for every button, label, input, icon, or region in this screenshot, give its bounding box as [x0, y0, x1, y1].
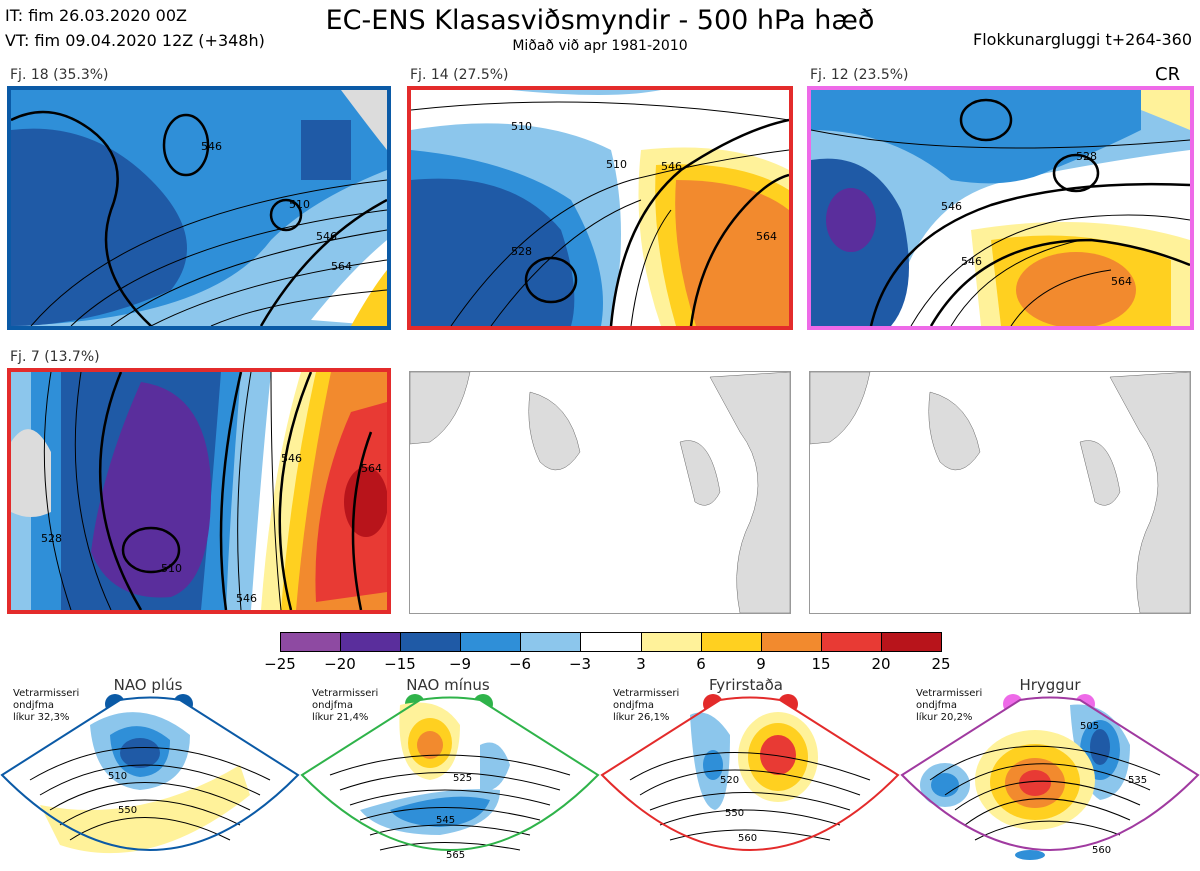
regime-info-2: Vetrarmisseri ondjfma líkur 21,4% [312, 688, 378, 724]
colorbar-tick: 6 [696, 655, 706, 673]
colorbar-tick: −9 [448, 655, 472, 673]
initial-time: IT: fim 26.03.2020 00Z [5, 6, 187, 25]
regime-season: Vetrarmisseri [312, 688, 379, 699]
empty-map-5 [409, 371, 791, 614]
colorbar-tick: −6 [508, 655, 532, 673]
cluster-map-3: 528 546 546 564 [807, 86, 1194, 330]
regime-map-3: 520 550 560 [600, 696, 900, 851]
colorbar-segment [281, 633, 342, 651]
contour-label: 528 [41, 532, 62, 545]
header-info: IT: fim 26.03.2020 00Z VT: fim 09.04.202… [5, 3, 265, 53]
contour-label: 546 [281, 452, 302, 465]
colorbar-segment [881, 633, 942, 651]
regime-map-2: 525 545 565 [300, 696, 600, 861]
regime-contour-label: 510 [108, 771, 127, 782]
colorbar-segment [341, 633, 402, 651]
regime-prob: líkur 20,2% [916, 712, 973, 723]
regime-contour-label: 525 [453, 773, 472, 784]
regime-prob: líkur 32,3% [13, 712, 70, 723]
regime-prob: líkur 26,1% [613, 712, 670, 723]
regime-info-3: Vetrarmisseri ondjfma líkur 26,1% [613, 688, 679, 724]
colorbar-segment [641, 633, 702, 651]
panel-3-label: Fj. 12 (23.5%) [810, 67, 909, 83]
regime-season: Vetrarmisseri [13, 688, 80, 699]
regime-map-1: 510 550 [0, 696, 300, 854]
regime-map-4: 505 535 560 [900, 696, 1200, 860]
regime-desc: ondjfma [613, 700, 654, 711]
contour-label: 510 [511, 120, 532, 133]
colorbar-tick: −3 [568, 655, 592, 673]
colorbar-segment [581, 633, 642, 651]
panel-4-label: Fj. 7 (13.7%) [10, 349, 100, 365]
regime-contour-label: 520 [720, 775, 739, 786]
page-subtitle: Miðað við apr 1981-2010 [512, 38, 688, 54]
cluster-map-4: 528 510 546 564 546 [7, 368, 391, 614]
contour-label: 510 [289, 198, 310, 211]
colorbar-segment [461, 633, 522, 651]
regime-contour-label: 560 [1092, 845, 1111, 856]
regime-contour-label: 560 [738, 833, 757, 844]
colorbar-segment [701, 633, 762, 651]
regime-desc: ondjfma [13, 700, 54, 711]
regime-title-2: NAO mínus [406, 676, 490, 694]
contour-label: 564 [1111, 275, 1132, 288]
author-initials: CR [1155, 64, 1181, 85]
regime-season: Vetrarmisseri [613, 688, 680, 699]
colorbar-segment [821, 633, 882, 651]
contour-label: 546 [661, 160, 682, 173]
page-title: EC-ENS Klasasviðsmyndir - 500 hPa hæð [325, 5, 875, 36]
colorbar-tick: 20 [871, 655, 891, 673]
colorbar-tick: −20 [324, 655, 356, 673]
colorbar-segment [761, 633, 822, 651]
contour-label: 510 [606, 158, 627, 171]
contour-label: 528 [1076, 150, 1097, 163]
regime-contour-label: 535 [1128, 775, 1147, 786]
regime-desc: ondjfma [916, 700, 957, 711]
cluster-map-1: 546 510 546 564 [7, 86, 391, 330]
valid-time: VT: fim 09.04.2020 12Z (+348h) [5, 31, 265, 50]
cluster-map-2: 510 510 546 564 528 [407, 86, 793, 330]
regime-info-4: Vetrarmisseri ondjfma líkur 20,2% [916, 688, 982, 724]
panel-1-label: Fj. 18 (35.3%) [10, 67, 109, 83]
contour-label: 564 [756, 230, 777, 243]
regime-contour-label: 545 [436, 815, 455, 826]
regime-info-1: Vetrarmisseri ondjfma líkur 32,3% [13, 688, 79, 724]
colorbar [280, 632, 942, 652]
regime-contour-label: 550 [118, 805, 137, 816]
colorbar-tick: 3 [636, 655, 646, 673]
regime-desc: ondjfma [312, 700, 353, 711]
regime-title-1: NAO plús [113, 676, 183, 694]
colorbar-tick: −15 [384, 655, 416, 673]
colorbar-segment [401, 633, 462, 651]
regime-prob: líkur 21,4% [312, 712, 369, 723]
classification-window: Flokkunargluggi t+264-360 [973, 30, 1192, 49]
contour-label: 564 [361, 462, 382, 475]
colorbar-tick: 15 [811, 655, 831, 673]
regime-title-4: Hryggur [1019, 676, 1081, 694]
contour-label: 510 [161, 562, 182, 575]
contour-label: 546 [941, 200, 962, 213]
empty-map-6 [809, 371, 1191, 614]
contour-label: 546 [236, 592, 257, 605]
contour-label: 546 [961, 255, 982, 268]
contour-label: 564 [331, 260, 352, 273]
regime-contour-label: 565 [446, 850, 465, 861]
regime-season: Vetrarmisseri [916, 688, 983, 699]
colorbar-tick: −25 [264, 655, 296, 673]
panel-2-label: Fj. 14 (27.5%) [410, 67, 509, 83]
contour-label: 546 [316, 230, 337, 243]
colorbar-segment [521, 633, 582, 651]
regime-contour-label: 505 [1080, 721, 1099, 732]
regime-title-3: Fyrirstaða [709, 676, 783, 694]
contour-label: 528 [511, 245, 532, 258]
regime-contour-label: 550 [725, 808, 744, 819]
colorbar-tick: 9 [756, 655, 766, 673]
colorbar-tick: 25 [931, 655, 951, 673]
contour-label: 546 [201, 140, 222, 153]
